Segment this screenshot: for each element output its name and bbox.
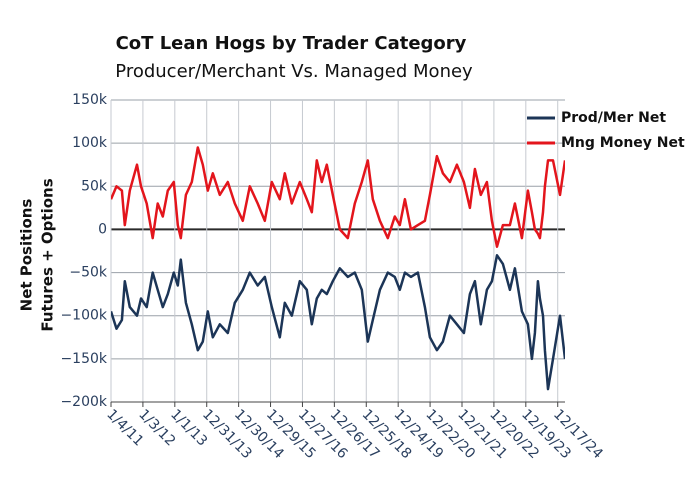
chart-title: CoT Lean Hogs by Trader Category	[116, 33, 467, 54]
y-tick-label: 150k	[72, 92, 108, 108]
legend-label: Prod/Mer Net	[561, 110, 666, 126]
series-line	[111, 254, 565, 391]
y-tick-label: −100k	[60, 308, 107, 324]
y-axis-title: Net Positions	[18, 199, 36, 312]
y-tick-label: 0	[98, 221, 107, 237]
y-tick-label: 50k	[81, 178, 108, 194]
y-tick-label: −50k	[69, 265, 108, 281]
legend-label: Mng Money Net	[561, 135, 685, 151]
series-line	[111, 146, 565, 248]
y-tick-label: 100k	[72, 135, 108, 151]
y-tick-label: −200k	[60, 394, 107, 410]
y-tick-label: −150k	[60, 351, 107, 367]
y-axis-title: Futures + Options	[39, 178, 57, 331]
plot-lines	[111, 146, 565, 391]
chart-subtitle: Producer/Merchant Vs. Managed Money	[115, 61, 473, 82]
